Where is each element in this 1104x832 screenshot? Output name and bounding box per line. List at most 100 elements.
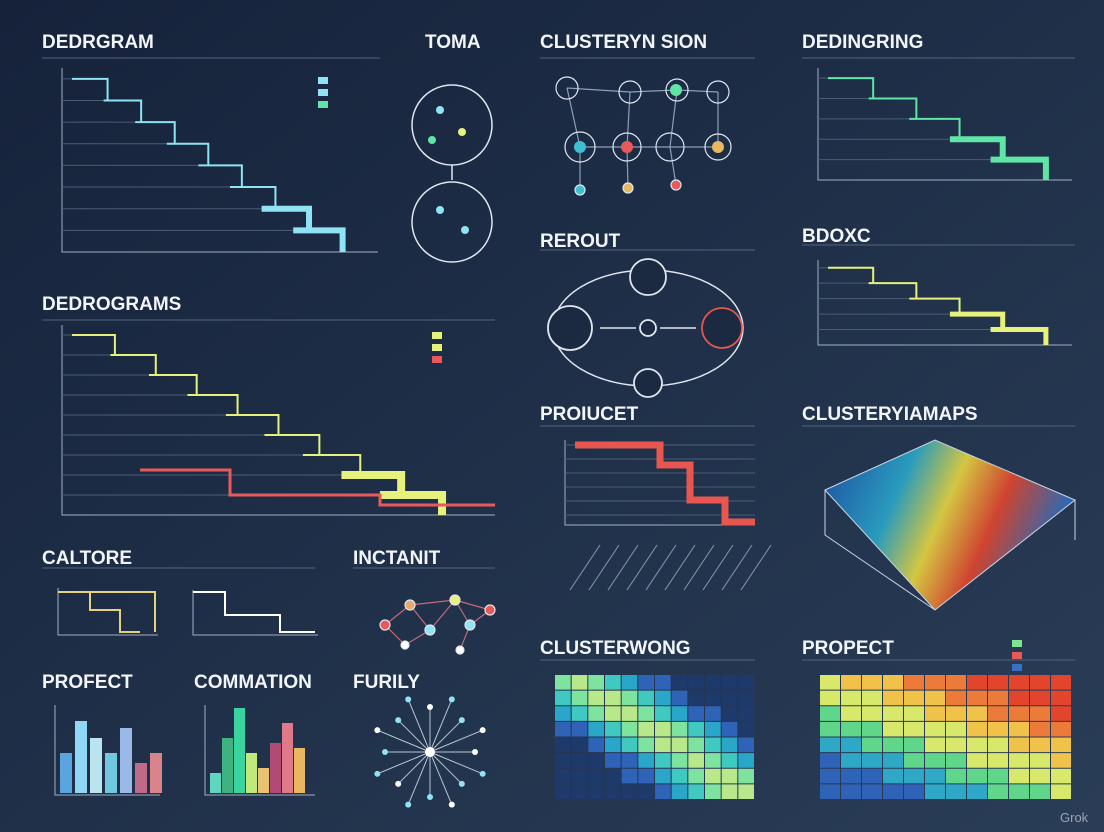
hatch (588, 544, 620, 591)
node (555, 76, 579, 100)
bar (60, 753, 72, 793)
heat-cell (605, 737, 621, 753)
legend-swatch (1012, 640, 1022, 647)
dendro-branch (148, 374, 198, 395)
edge (429, 729, 483, 753)
edge (676, 89, 719, 93)
heat-cell (638, 768, 654, 784)
dendro-branch (187, 394, 239, 415)
title: BDOXC (802, 226, 871, 247)
heat-cell (925, 706, 945, 721)
heat-cell (967, 690, 987, 706)
heat-cell (820, 784, 840, 799)
title: PROPECT (802, 638, 894, 659)
heat-cell (555, 768, 571, 784)
heat-cell (967, 737, 987, 753)
heat-cell (1030, 690, 1050, 706)
node (484, 604, 496, 616)
node (472, 749, 478, 755)
heat-cell (883, 690, 903, 706)
heat-cell (820, 768, 840, 784)
heat-cell (605, 721, 621, 737)
heat-cell (841, 784, 861, 799)
heat-cell (705, 737, 721, 753)
heat-cell (721, 737, 738, 753)
axis (204, 705, 315, 796)
heat-cell (967, 768, 987, 784)
heat-cell (1009, 675, 1029, 690)
heat-cell (841, 721, 861, 737)
bar (246, 753, 257, 793)
node (379, 619, 391, 631)
node (404, 599, 416, 611)
heat-cell (605, 690, 621, 706)
node (704, 133, 732, 161)
node (427, 704, 433, 710)
bar (90, 738, 102, 793)
heat-cell (904, 706, 924, 721)
heat-cell (571, 690, 588, 706)
node (461, 226, 469, 234)
hatch (645, 544, 677, 591)
node (665, 78, 689, 102)
heat-cell (655, 784, 671, 799)
heat-cell (925, 675, 945, 690)
title: DEDRGRAM (42, 32, 154, 53)
heat-cell (671, 675, 688, 690)
heat-cell (671, 690, 688, 706)
title: CLUSTERYIAMAPS (802, 404, 978, 425)
heat-cell (605, 706, 621, 721)
node (395, 780, 402, 787)
heat-cell (925, 768, 945, 784)
heat-cell (621, 706, 638, 721)
title: DEDROGRAMS (42, 294, 181, 315)
title: DEDINGRING (802, 32, 923, 53)
heat-cell (588, 721, 604, 737)
node (633, 368, 663, 398)
heat-cell (605, 753, 621, 768)
node (479, 770, 486, 777)
heat-cell (571, 706, 588, 721)
heat-cell (588, 706, 604, 721)
heat-cell (820, 721, 840, 737)
heat-cell (946, 737, 966, 753)
dendro-branch (72, 334, 116, 355)
node (374, 770, 381, 777)
dendro-branch (293, 227, 346, 252)
heat-cell (1009, 768, 1029, 784)
heat-cell (946, 706, 966, 721)
hatch (683, 544, 715, 591)
step (193, 591, 315, 633)
heat-cell (655, 768, 671, 784)
node (425, 747, 435, 757)
heat-cell (688, 675, 704, 690)
heat-cell (820, 675, 840, 690)
heat-cell (1009, 753, 1029, 768)
node (458, 128, 466, 136)
heat-cell (721, 784, 738, 799)
edge (377, 729, 431, 753)
edge (566, 87, 581, 148)
heat-cell (621, 784, 638, 799)
heat-cell (571, 721, 588, 737)
heat-cell (555, 753, 571, 768)
node (706, 80, 730, 104)
heat-cell (883, 675, 903, 690)
bar (105, 753, 117, 793)
heat-cell (588, 784, 604, 799)
heat-cell (925, 737, 945, 753)
heat-cell (988, 706, 1008, 721)
heat-cell (671, 737, 688, 753)
heat-cell (621, 737, 638, 753)
heat-cell (555, 721, 571, 737)
dendro-branch (341, 471, 406, 495)
node (448, 801, 455, 808)
heat-cell (688, 737, 704, 753)
heat-cell (655, 690, 671, 706)
heat-cell (571, 675, 588, 690)
heat-cell (1030, 753, 1050, 768)
node (612, 132, 642, 162)
heat-cell (671, 721, 688, 737)
heat-cell (988, 753, 1008, 768)
